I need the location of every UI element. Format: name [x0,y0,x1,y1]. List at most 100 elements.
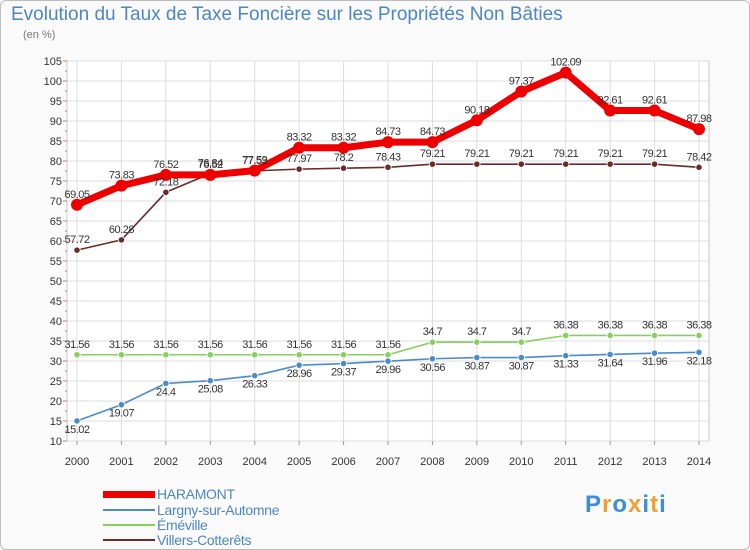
y-tick-label: 70 [50,196,62,208]
data-label: 79.21 [553,148,578,160]
data-label: 76.52 [153,159,178,171]
data-point [295,165,303,173]
legend-item-largny: Largny-sur-Automne [103,502,280,518]
y-tick-label: 15 [50,416,62,428]
legend-label-villers: Villers-Cotterêts [157,532,252,548]
x-tick-label: 2005 [287,456,311,468]
data-label: 84.73 [420,126,445,138]
y-tick-label: 55 [50,256,62,268]
x-tick-label: 2011 [554,456,578,468]
y-tick-label: 85 [50,136,62,148]
data-label: 69.05 [64,189,89,201]
data-point [159,168,172,181]
data-label: 31.56 [331,339,356,351]
data-point [206,351,214,359]
data-label: 31.56 [375,339,400,351]
y-tick-label: 105 [44,56,62,68]
data-label: 32.18 [686,355,711,367]
data-point [251,372,259,380]
legend-swatch-largny [103,509,155,511]
data-label: 60.28 [109,224,134,236]
data-label: 30.87 [464,361,489,373]
logo-letter: o [612,491,629,518]
data-point [73,417,81,425]
data-point [650,331,659,340]
data-label: 30.56 [420,362,445,374]
y-tick-label: 60 [50,236,62,248]
data-point [382,136,394,149]
data-point [695,331,703,340]
data-label: 79.21 [642,148,667,160]
data-label: 36.38 [553,319,578,331]
data-point [73,351,81,359]
data-label: 87.98 [686,113,711,125]
data-point [162,379,170,387]
x-tick-label: 2012 [598,456,622,468]
data-point [517,160,525,168]
data-point [428,355,437,363]
data-point [295,361,303,369]
legend-swatch-emeville [103,524,155,526]
x-tick-label: 2006 [331,456,355,468]
data-label: 83.32 [287,132,312,144]
proxiti-logo: Proxiti [585,491,667,519]
data-label: 102.09 [550,57,581,69]
x-tick-label: 2000 [65,456,89,468]
data-point [206,377,214,385]
data-label: 34.7 [423,326,443,338]
y-tick-label: 25 [50,376,62,388]
data-label: 31.56 [198,339,223,351]
legend-item-emeville: Éméville [103,517,208,533]
data-point [604,104,617,117]
data-label: 25.08 [198,384,223,396]
data-point [473,160,481,168]
data-point [517,338,525,346]
legend-item-villers: Villers-Cotterêts [103,532,252,548]
data-point [428,338,437,346]
y-tick-label: 45 [50,296,62,308]
legend-item-haramont: HARAMONT [103,486,235,502]
data-point [695,348,703,356]
data-point [115,179,128,192]
data-label: 29.96 [375,364,400,376]
data-point [470,114,483,127]
legend-label-emeville: Éméville [157,517,208,533]
data-point [295,351,303,359]
data-label: 78.42 [686,151,711,163]
data-point [204,168,217,181]
data-label: 26.33 [242,379,267,391]
data-point [162,188,170,196]
data-point [117,351,126,359]
data-label: 73.83 [109,170,134,182]
data-label: 24.4 [156,386,176,398]
data-point [426,136,439,149]
data-point [650,349,659,357]
data-label: 79.21 [598,148,623,160]
legend-swatch-villers [103,539,155,541]
logo-letter: x [628,491,643,518]
data-label: 76.84 [198,158,223,170]
data-label: 31.56 [153,339,178,351]
data-label: 83.32 [331,132,356,144]
data-label: 97.37 [509,76,534,88]
data-point [693,123,705,136]
legend-swatch-haramont [103,490,155,498]
data-label: 31.64 [598,357,623,369]
data-point [562,331,570,340]
x-tick-label: 2007 [376,456,400,468]
x-tick-label: 2014 [687,456,711,468]
data-point [559,66,572,79]
data-label: 15.02 [64,424,89,436]
data-point [384,163,392,171]
data-point [515,85,528,98]
data-point [650,160,659,168]
data-label: 90.18 [464,104,489,116]
data-label: 57.72 [64,234,89,246]
data-label: 72.18 [153,176,178,188]
data-point [339,351,348,359]
x-tick-label: 2008 [420,456,444,468]
data-label: 31.33 [553,359,578,371]
data-label: 77.53 [242,155,267,167]
x-tick-label: 2009 [465,456,489,468]
